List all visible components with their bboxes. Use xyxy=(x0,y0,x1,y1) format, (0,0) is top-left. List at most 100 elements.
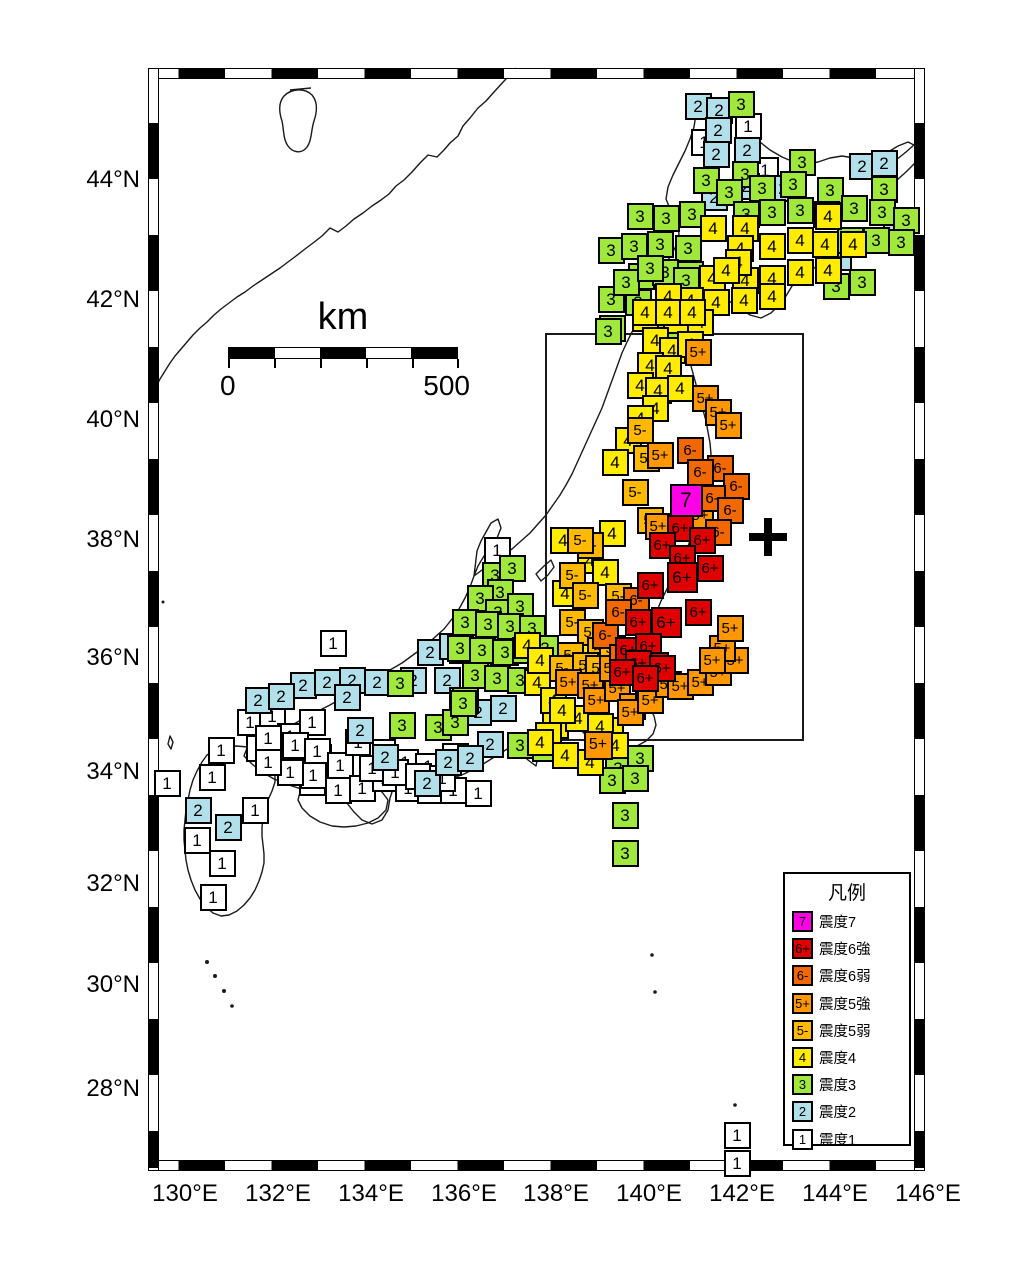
intensity-square: 4 xyxy=(601,448,629,476)
intensity-square: 3 xyxy=(870,175,898,203)
legend-item: 1 震度1 xyxy=(785,1126,909,1153)
intensity-square: 3 xyxy=(621,764,649,792)
intensity-square: 1 xyxy=(208,849,236,877)
intensity-square: 3 xyxy=(388,711,416,739)
legend-swatch: 7 xyxy=(792,911,813,933)
intensity-square: 5+ xyxy=(716,614,744,642)
intensity-square: 4 xyxy=(758,232,786,260)
island-tsushima xyxy=(167,735,174,750)
intensity-square: 5+ xyxy=(583,730,613,760)
intensity-square: 4 xyxy=(786,226,814,254)
intensity-square: 3 xyxy=(611,801,639,829)
legend-swatch: 5- xyxy=(792,1019,813,1041)
intensity-square: 2 xyxy=(733,136,761,164)
intensity-square: 4 xyxy=(654,298,682,326)
intensity-square: 5- xyxy=(571,581,599,609)
intensity-square: 4 xyxy=(666,374,694,402)
scale-bar-max: 500 xyxy=(423,370,470,401)
intensity-square: 2 xyxy=(371,743,399,771)
island-sado xyxy=(535,559,555,582)
intensity-square: 3 xyxy=(611,839,639,867)
intensity-square: 6- xyxy=(722,472,750,500)
epicenter-cross-vbar xyxy=(764,518,772,556)
legend-label: 震度2 xyxy=(819,1105,857,1122)
scale-bar-min: 0 xyxy=(220,370,236,401)
legend-swatch: 4 xyxy=(792,1047,813,1069)
scale-bar-ticks xyxy=(228,359,459,368)
intensity-square: 3 xyxy=(594,317,622,345)
intensity-square: 4 xyxy=(730,286,758,314)
lat-tick-label: 32°N xyxy=(86,870,140,897)
intensity-square: 4 xyxy=(758,282,786,310)
intensity-square: 1 xyxy=(324,776,352,804)
intensity-square: 3 xyxy=(887,228,915,256)
intensity-square: 2 xyxy=(346,716,374,744)
legend-item: 3 震度3 xyxy=(785,1071,909,1098)
legend-item: 4 震度4 xyxy=(785,1044,909,1071)
intensity-square: 2 xyxy=(333,683,361,711)
intensity-square: 3 xyxy=(727,90,755,118)
lat-tick-label: 42°N xyxy=(86,286,140,313)
intensity-square: 4 xyxy=(811,230,839,258)
intensity-square: 3 xyxy=(597,236,625,264)
intensity-square: 4 xyxy=(814,256,842,284)
legend-label: 震度3 xyxy=(819,1078,857,1095)
legend-item: 7 震度7 xyxy=(785,908,909,935)
intensity-square: 4 xyxy=(699,214,727,242)
lat-tick-label: 28°N xyxy=(86,1075,140,1102)
lat-tick-label: 38°N xyxy=(86,526,140,553)
lon-tick-label: 130°E xyxy=(152,1180,218,1207)
lat-tick-label: 30°N xyxy=(86,971,140,998)
intensity-square: 1 xyxy=(254,748,282,776)
intensity-square: 4 xyxy=(814,202,842,230)
lake-khanka xyxy=(278,87,318,153)
intensity-square: 3 xyxy=(612,268,640,296)
lat-tick-label: 34°N xyxy=(86,758,140,785)
intensity-square: 3 xyxy=(597,285,625,313)
intensity-square: 6+ xyxy=(631,664,659,692)
intensity-square: 2 xyxy=(456,744,484,772)
intensity-square: 6- xyxy=(686,458,714,486)
intensity-square: 1 xyxy=(198,763,226,791)
intensity-square: 3 xyxy=(678,200,706,228)
coastline-russia xyxy=(148,67,517,404)
intensity-square: 3 xyxy=(468,636,496,664)
legend-rows: 7 震度7 6+ 震度6強 6- 震度6弱 5+ 震度5強 5- 震度5弱 4 震度4 3 震度3 2 震度2… xyxy=(785,908,909,1153)
legend-box: 凡例 7 震度7 6+ 震度6強 6- 震度6弱 5+ 震度5強 5- 震度5弱 4 震度4 3 震度3 2… xyxy=(783,872,911,1150)
intensity-square: 3 xyxy=(674,234,702,262)
intensity-square: 5- xyxy=(626,416,654,444)
lat-tick-label: 40°N xyxy=(86,406,140,433)
legend-label: 震度7 xyxy=(819,915,857,932)
intensity-square: 4 xyxy=(548,696,576,724)
intensity-square: 4 xyxy=(631,298,659,326)
intensity-square: 3 xyxy=(758,198,786,226)
intensity-square: 1 xyxy=(199,883,227,911)
intensity-square: 5+ xyxy=(698,646,726,674)
legend-item: 5+ 震度5強 xyxy=(785,990,909,1017)
legend-label: 震度5弱 xyxy=(819,1023,871,1040)
legend-swatch: 5+ xyxy=(792,992,813,1014)
intensity-square: 2 xyxy=(704,116,732,144)
legend-item: 2 震度2 xyxy=(785,1098,909,1125)
intensity-square: 2 xyxy=(244,686,272,714)
legend-swatch: 3 xyxy=(792,1074,813,1096)
intensity-square: 2 xyxy=(489,694,517,722)
legend-label: 震度1 xyxy=(819,1132,857,1149)
intensity-square: 5+ xyxy=(684,338,712,366)
legend-label: 震度6弱 xyxy=(819,969,871,986)
intensity-square: 6+ xyxy=(624,608,652,636)
legend-label: 震度4 xyxy=(819,1051,857,1068)
intensity-square: 6+ xyxy=(666,561,698,593)
lon-tick-label: 132°E xyxy=(245,1180,311,1207)
intensity-square: 1 xyxy=(723,1149,751,1177)
intensity-square: 1 xyxy=(326,751,354,779)
intensity-square: 4 xyxy=(526,728,554,756)
intensity-square: 5+ xyxy=(646,441,674,469)
lon-tick-label: 144°E xyxy=(802,1180,868,1207)
intensity-square: 3 xyxy=(498,554,526,582)
scale-bar: km 0 500 xyxy=(220,296,470,402)
intensity-square: 5- xyxy=(566,526,594,554)
intensity-square: 1 xyxy=(183,826,211,854)
map-frame-right xyxy=(914,68,925,1171)
